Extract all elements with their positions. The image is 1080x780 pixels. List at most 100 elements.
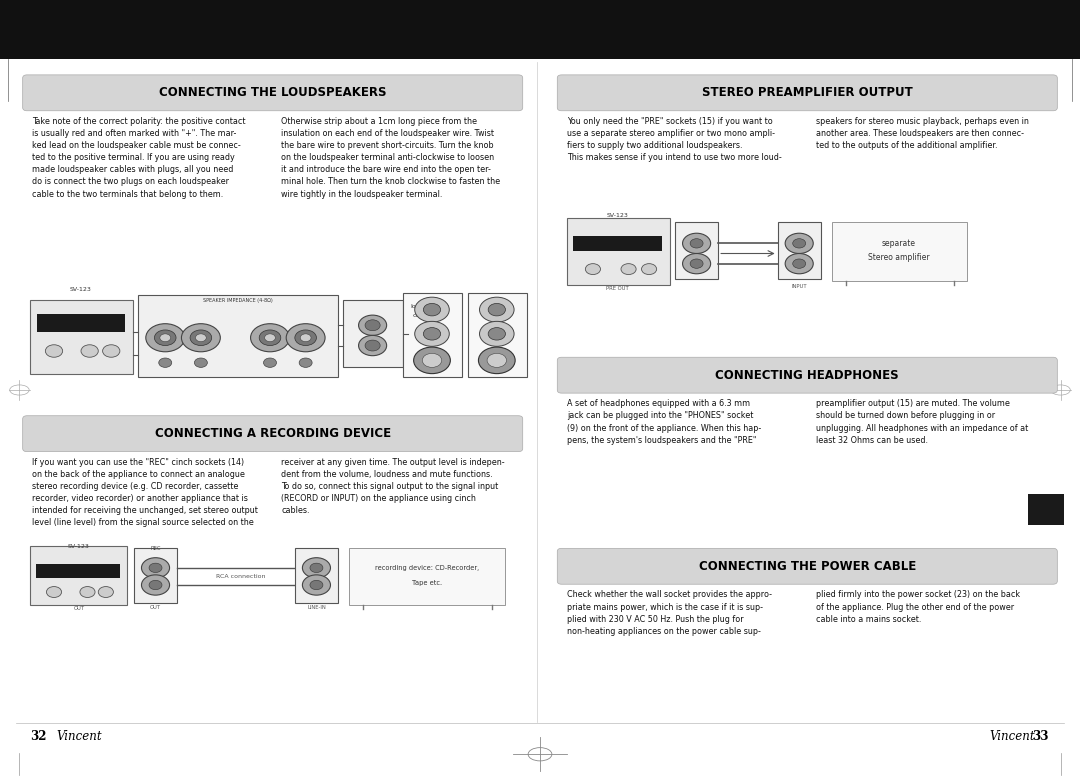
Circle shape <box>487 353 507 367</box>
Bar <box>138 295 338 377</box>
Text: unplugging. All headphones with an impedance of at: unplugging. All headphones with an imped… <box>816 424 1028 433</box>
Text: LINE-IN: LINE-IN <box>307 605 326 610</box>
Circle shape <box>310 580 323 590</box>
Text: priate mains power, which is the case if it is sup-: priate mains power, which is the case if… <box>567 602 762 612</box>
Circle shape <box>423 328 441 340</box>
Text: of the appliance. Plug the other end of the power: of the appliance. Plug the other end of … <box>816 602 1014 612</box>
Text: jack can be plugged into the "PHONES" socket: jack can be plugged into the "PHONES" so… <box>567 412 754 420</box>
Text: This makes sense if you intend to use two more loud-: This makes sense if you intend to use tw… <box>567 153 782 162</box>
Circle shape <box>295 330 316 346</box>
Text: cable to the two terminals that belong to them.: cable to the two terminals that belong t… <box>32 190 224 199</box>
Text: SPEAKER IMPEDANCE (4-8Ω): SPEAKER IMPEDANCE (4-8Ω) <box>203 298 272 303</box>
Bar <box>343 300 403 367</box>
Text: cable into a mains socket.: cable into a mains socket. <box>816 615 921 624</box>
Circle shape <box>103 345 120 357</box>
Circle shape <box>690 259 703 268</box>
Text: pens, the system's loudspeakers and the "PRE": pens, the system's loudspeakers and the … <box>567 435 756 445</box>
Text: (9) on the front of the appliance. When this hap-: (9) on the front of the appliance. When … <box>567 424 761 433</box>
Circle shape <box>45 345 63 357</box>
FancyBboxPatch shape <box>557 357 1057 393</box>
Text: least 32 Ohms can be used.: least 32 Ohms can be used. <box>816 435 928 445</box>
Circle shape <box>154 330 176 346</box>
Text: do is connect the two plugs on each loudspeaker: do is connect the two plugs on each loud… <box>32 178 229 186</box>
Circle shape <box>181 324 220 352</box>
Circle shape <box>415 321 449 346</box>
Text: OUT: OUT <box>150 605 161 610</box>
Circle shape <box>359 315 387 335</box>
Circle shape <box>793 259 806 268</box>
Text: RCA connection: RCA connection <box>216 574 266 579</box>
Bar <box>567 218 670 285</box>
Circle shape <box>414 347 450 374</box>
Text: preamplifier output (15) are muted. The volume: preamplifier output (15) are muted. The … <box>816 399 1010 409</box>
Circle shape <box>300 334 311 342</box>
Text: Otherwise strip about a 1cm long piece from the: Otherwise strip about a 1cm long piece f… <box>282 117 477 126</box>
Bar <box>468 292 527 377</box>
Text: SV-123: SV-123 <box>607 213 629 218</box>
Text: it and introduce the bare wire end into the open ter-: it and introduce the bare wire end into … <box>282 165 491 175</box>
Text: is usually red and often marked with "+". The mar-: is usually red and often marked with "+"… <box>32 129 237 138</box>
Text: non-heating appliances on the power cable sup-: non-heating appliances on the power cabl… <box>567 627 761 636</box>
Circle shape <box>159 358 172 367</box>
Circle shape <box>310 563 323 573</box>
Circle shape <box>488 328 505 340</box>
Text: separate: separate <box>881 239 916 248</box>
Circle shape <box>265 334 275 342</box>
Circle shape <box>80 587 95 597</box>
Text: INPUT: INPUT <box>792 284 807 289</box>
Bar <box>30 300 133 374</box>
Circle shape <box>585 264 600 275</box>
Bar <box>134 548 177 603</box>
Text: Take note of the correct polarity: the positive contact: Take note of the correct polarity: the p… <box>32 117 246 126</box>
Text: CONNECTING THE POWER CABLE: CONNECTING THE POWER CABLE <box>699 560 916 573</box>
Circle shape <box>365 320 380 331</box>
Text: REC: REC <box>150 546 161 551</box>
Circle shape <box>146 324 185 352</box>
Bar <box>30 546 127 604</box>
Text: recorder, video recorder) or another appliance that is: recorder, video recorder) or another app… <box>32 495 248 503</box>
Text: on the back of the appliance to connect an analogue: on the back of the appliance to connect … <box>32 470 245 479</box>
Text: CONNECTING A RECORDING DEVICE: CONNECTING A RECORDING DEVICE <box>154 427 391 440</box>
Text: You only need the "PRE" sockets (15) if you want to: You only need the "PRE" sockets (15) if … <box>567 117 773 126</box>
Text: fiers to supply two additional loudspeakers.: fiers to supply two additional loudspeak… <box>567 141 743 151</box>
Circle shape <box>302 558 330 578</box>
Circle shape <box>621 264 636 275</box>
Circle shape <box>81 345 98 357</box>
FancyBboxPatch shape <box>23 416 523 452</box>
Circle shape <box>195 334 206 342</box>
Circle shape <box>141 575 170 595</box>
Text: another area. These loudspeakers are then connec-: another area. These loudspeakers are the… <box>816 129 1024 138</box>
Text: minal hole. Then turn the knob clockwise to fasten the: minal hole. Then turn the knob clockwise… <box>282 178 500 186</box>
Text: plied with 230 V AC 50 Hz. Push the plug for: plied with 230 V AC 50 Hz. Push the plug… <box>567 615 744 624</box>
Text: ted to the outputs of the additional amplifier.: ted to the outputs of the additional amp… <box>816 141 998 151</box>
Bar <box>778 222 821 279</box>
Circle shape <box>299 358 312 367</box>
Text: SV-123: SV-123 <box>70 287 92 292</box>
Circle shape <box>365 340 380 351</box>
Circle shape <box>98 587 113 597</box>
Text: CONNECTING THE LOUDSPEAKERS: CONNECTING THE LOUDSPEAKERS <box>159 87 387 99</box>
Bar <box>295 548 338 603</box>
Circle shape <box>683 254 711 274</box>
Circle shape <box>141 558 170 578</box>
Circle shape <box>359 335 387 356</box>
FancyBboxPatch shape <box>557 548 1057 584</box>
Circle shape <box>149 563 162 573</box>
Text: PRE OUT: PRE OUT <box>606 286 630 291</box>
Circle shape <box>480 297 514 322</box>
Bar <box>37 314 125 332</box>
FancyBboxPatch shape <box>557 75 1057 111</box>
Text: use a separate stereo amplifier or two mono ampli-: use a separate stereo amplifier or two m… <box>567 129 775 138</box>
Text: OUT: OUT <box>73 606 84 611</box>
Circle shape <box>488 303 505 316</box>
Text: If you want you can use the "REC" cinch sockets (14): If you want you can use the "REC" cinch … <box>32 458 244 467</box>
Text: SV-123: SV-123 <box>68 544 90 548</box>
Text: cables.: cables. <box>282 506 310 516</box>
Text: Stereo amplifier: Stereo amplifier <box>867 253 930 262</box>
Text: Tape etc.: Tape etc. <box>411 580 442 587</box>
Circle shape <box>690 239 703 248</box>
Circle shape <box>264 358 276 367</box>
Circle shape <box>286 324 325 352</box>
Text: insulation on each end of the loudspeaker wire. Twist: insulation on each end of the loudspeake… <box>282 129 495 138</box>
Text: made loudspeaker cables with plugs, all you need: made loudspeaker cables with plugs, all … <box>32 165 233 175</box>
